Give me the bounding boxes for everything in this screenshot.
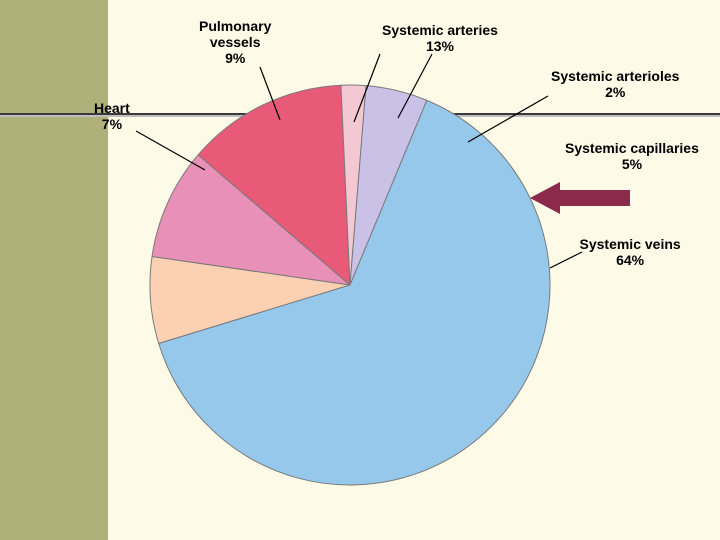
label-arterioles: Systemic arterioles2% [551, 68, 679, 100]
leader-line [550, 252, 582, 268]
label-capillaries: Systemic capillaries5% [565, 140, 699, 172]
label-heart: Heart7% [94, 100, 130, 132]
arrow-shaft [560, 190, 630, 206]
label-arteries: Systemic arteries13% [382, 22, 498, 54]
label-pulmonary: Pulmonaryvessels9% [199, 18, 271, 66]
sidebar-strip [0, 0, 108, 540]
pie-chart [148, 83, 552, 487]
label-veins: Systemic veins64% [580, 236, 681, 268]
